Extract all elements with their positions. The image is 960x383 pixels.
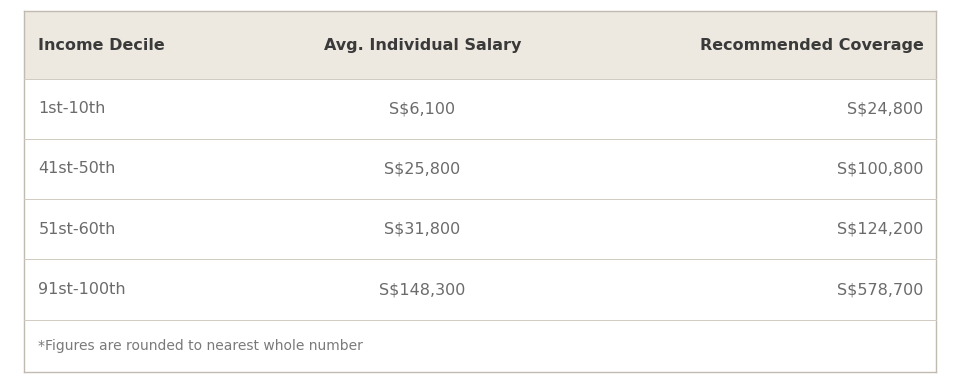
- Bar: [24, 79, 936, 139]
- Text: Avg. Individual Salary: Avg. Individual Salary: [324, 38, 521, 52]
- Text: S$578,700: S$578,700: [837, 282, 924, 297]
- Text: S$148,300: S$148,300: [379, 282, 466, 297]
- Text: 41st-50th: 41st-50th: [38, 162, 116, 177]
- Text: S$124,200: S$124,200: [837, 222, 924, 237]
- Text: S$6,100: S$6,100: [390, 101, 455, 116]
- Text: S$31,800: S$31,800: [384, 222, 461, 237]
- Bar: [24, 320, 936, 372]
- Bar: [24, 260, 936, 320]
- Bar: [24, 11, 936, 79]
- Text: S$24,800: S$24,800: [848, 101, 924, 116]
- Text: 51st-60th: 51st-60th: [38, 222, 116, 237]
- Bar: [24, 199, 936, 260]
- Text: Income Decile: Income Decile: [38, 38, 165, 52]
- Text: 91st-100th: 91st-100th: [38, 282, 126, 297]
- Bar: [24, 139, 936, 199]
- Text: S$100,800: S$100,800: [837, 162, 924, 177]
- Text: 1st-10th: 1st-10th: [38, 101, 106, 116]
- Text: S$25,800: S$25,800: [384, 162, 461, 177]
- Text: *Figures are rounded to nearest whole number: *Figures are rounded to nearest whole nu…: [38, 339, 363, 353]
- Text: Recommended Coverage: Recommended Coverage: [700, 38, 924, 52]
